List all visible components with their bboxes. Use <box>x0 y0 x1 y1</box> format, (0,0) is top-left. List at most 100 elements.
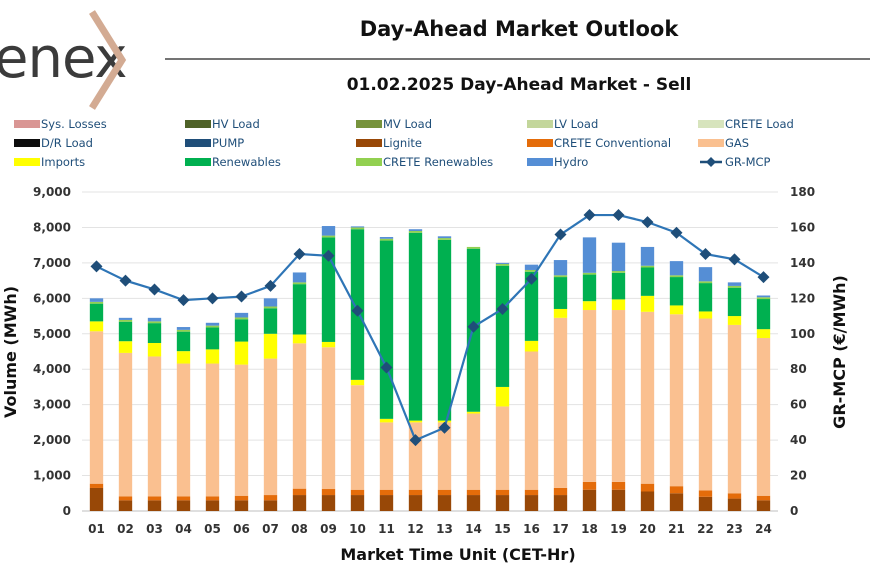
x-tick-label: 09 <box>320 522 337 536</box>
bar-stack-02 <box>118 317 133 511</box>
bar-imports <box>408 420 423 423</box>
bar-lignite <box>756 500 771 511</box>
bar-imports <box>118 341 133 353</box>
bar-imports <box>466 411 481 414</box>
x-tick-label: 15 <box>494 522 511 536</box>
gr-mcp-point <box>380 361 393 374</box>
y2-tick-label: 0 <box>790 504 798 518</box>
bar-imports <box>205 349 220 364</box>
bar-stack-07 <box>263 298 278 511</box>
legend-label-lignite: Lignite <box>383 136 422 150</box>
x-tick-label: 12 <box>407 522 424 536</box>
bar-series <box>89 226 771 511</box>
gr-mcp-point <box>728 253 741 266</box>
legend-label-hv-load: HV Load <box>212 117 260 131</box>
bar-lignite <box>669 493 684 511</box>
gr-mcp-point <box>206 292 219 305</box>
y2-tick-label: 20 <box>790 469 807 483</box>
bar-crete-renewables <box>350 227 365 230</box>
legend-item-hydro: Hydro <box>527 155 588 169</box>
bar-stack-19 <box>611 242 626 511</box>
legend-swatch-hydro <box>527 158 553 166</box>
bar-gas <box>408 422 423 490</box>
bar-crete-renewables <box>234 317 249 320</box>
legend-swatch-hv-load <box>185 120 211 128</box>
legend-item-pump: PUMP <box>185 136 244 150</box>
y-tick-label: 2,000 <box>33 433 71 447</box>
y-tick-label: 1,000 <box>33 469 71 483</box>
bar-lignite <box>292 495 307 511</box>
bar-crete-conventional <box>640 483 655 492</box>
legend-label-crete-conventional: CRETE Conventional <box>554 136 671 150</box>
bar-hydro <box>756 295 771 298</box>
bar-hydro <box>263 298 278 307</box>
x-tick-label: 19 <box>610 522 627 536</box>
bar-hydro <box>205 322 220 326</box>
gr-mcp-point <box>525 272 538 285</box>
bar-hydro <box>379 237 394 239</box>
bar-crete-conventional <box>669 486 684 494</box>
bar-imports <box>756 329 771 339</box>
legend-item-sys-losses: Sys. Losses <box>14 117 107 131</box>
x-tick-label: 14 <box>465 522 482 536</box>
bar-imports <box>495 386 510 407</box>
y2-tick-label: 60 <box>790 398 807 412</box>
bar-hydro <box>147 317 162 322</box>
bar-lignite <box>698 496 713 511</box>
bar-lignite <box>640 491 655 511</box>
bar-crete-renewables <box>89 301 104 304</box>
y-tick-label: 5,000 <box>33 327 71 341</box>
bar-gas <box>495 406 510 490</box>
x-tick-label: 10 <box>349 522 366 536</box>
bar-imports <box>379 418 394 423</box>
bar-hydro <box>698 267 713 282</box>
bar-gas <box>89 331 104 484</box>
gr-mcp-point <box>583 209 596 222</box>
bar-crete-renewables <box>582 272 597 275</box>
y-axis-left-label: Volume (MWh) <box>1 286 20 418</box>
legend-label-hydro: Hydro <box>554 155 588 169</box>
bar-stack-04 <box>176 327 191 511</box>
bar-renewables <box>727 287 742 317</box>
bar-imports <box>176 351 191 364</box>
bar-hydro <box>321 226 336 236</box>
bar-imports <box>321 341 336 348</box>
legend-swatch-gas <box>698 139 724 147</box>
legend-swatch-mv-load <box>356 120 382 128</box>
gr-mcp-point <box>699 248 712 261</box>
bar-stack-22 <box>698 267 713 511</box>
y-tick-label: 6,000 <box>33 291 71 305</box>
bar-crete-conventional <box>524 489 539 496</box>
bar-crete-conventional <box>582 481 597 490</box>
legend-item-mv-load: MV Load <box>356 117 432 131</box>
bar-renewables <box>408 232 423 421</box>
bar-imports <box>727 316 742 325</box>
gr-mcp-point <box>293 248 306 261</box>
legend-label-renewables: Renewables <box>212 155 281 169</box>
gr-mcp-point <box>264 279 277 292</box>
bar-renewables <box>234 319 249 342</box>
gr-mcp-point <box>670 226 683 239</box>
bar-crete-renewables <box>147 321 162 324</box>
bar-imports <box>263 333 278 359</box>
bar-renewables <box>437 239 452 421</box>
gr-mcp-point <box>235 290 248 303</box>
bar-stack-05 <box>205 322 220 511</box>
bar-gas <box>118 352 133 497</box>
chart-subtitle: 01.02.2025 Day-Ahead Market - Sell <box>347 75 692 95</box>
bar-hydro <box>524 264 539 270</box>
bar-stack-24 <box>756 295 771 511</box>
bar-crete-conventional <box>176 496 191 501</box>
bar-renewables <box>553 277 568 309</box>
legend-swatch-sys-losses <box>14 120 40 128</box>
bar-lignite <box>582 489 597 511</box>
legend-label-crete-renewables: CRETE Renewables <box>383 155 493 169</box>
bar-crete-conventional <box>292 488 307 496</box>
y-tick-label: 3,000 <box>33 398 71 412</box>
bar-stack-10 <box>350 226 365 511</box>
bar-lignite <box>466 495 481 511</box>
bar-crete-conventional <box>263 495 278 501</box>
bar-stack-14 <box>466 246 481 511</box>
bar-crete-renewables <box>611 271 626 273</box>
